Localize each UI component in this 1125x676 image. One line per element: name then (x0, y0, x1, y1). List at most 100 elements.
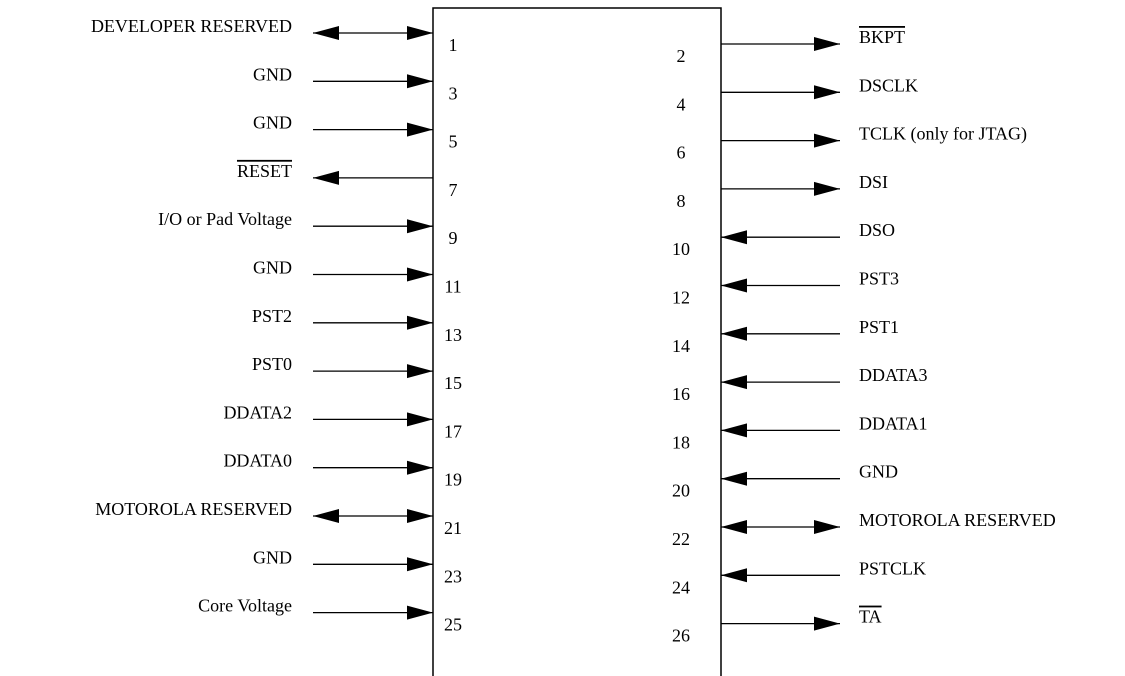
pin-number-11: 11 (444, 277, 461, 297)
pin-2: BKPT 2 (677, 27, 906, 66)
pin-7: RESET 7 (237, 161, 458, 200)
pin-24: PSTCLK 24 (672, 558, 926, 597)
pin-11: GND 11 (253, 258, 462, 297)
pin-number-24: 24 (672, 577, 690, 597)
signal-label-pst1: PST1 (859, 317, 899, 337)
pin-20: GND 20 (672, 462, 898, 501)
pin-13-arrow-in (407, 315, 433, 330)
signal-label-pstclk: PSTCLK (859, 558, 926, 578)
right-pin-column: BKPT 2 DSCLK 4 TCLK (only for JTAG) 6 DSI 8 DSO 1… (672, 27, 1056, 646)
pin-number-15: 15 (444, 373, 462, 393)
pin-number-9: 9 (449, 228, 458, 248)
pin-14-arrow-in (721, 326, 747, 341)
pin-9-arrow-in (407, 219, 433, 234)
pin-1-arrow-out (313, 26, 339, 40)
pin-number-8: 8 (677, 191, 686, 211)
pin-number-2: 2 (677, 46, 686, 66)
pin-21-arrow-in (407, 509, 433, 523)
signal-label-gnd: GND (253, 547, 292, 567)
connector-body (432, 7, 722, 676)
pin-number-4: 4 (677, 94, 686, 114)
pin-17-arrow-in (407, 412, 433, 427)
signal-label-i-o-or-pad-voltage: I/O or Pad Voltage (158, 209, 292, 229)
signal-label-motorola-reserved: MOTOROLA RESERVED (859, 510, 1056, 530)
signal-label-reset: RESET (237, 161, 292, 181)
signal-label-dso: DSO (859, 220, 895, 240)
pin-8: DSI 8 (677, 172, 889, 211)
pin-number-3: 3 (449, 83, 458, 103)
signal-label-motorola-reserved: MOTOROLA RESERVED (95, 499, 292, 519)
pin-15-arrow-in (407, 364, 433, 379)
pin-number-22: 22 (672, 529, 690, 549)
pin-8-arrow-out (814, 181, 840, 196)
pin-1-arrow-in (407, 26, 433, 40)
pin-18: DDATA1 18 (672, 413, 928, 452)
signal-label-pst3: PST3 (859, 269, 899, 289)
pin-23-arrow-in (407, 557, 433, 572)
pin-number-5: 5 (449, 132, 458, 152)
pin-number-18: 18 (672, 432, 690, 452)
pin-21: MOTOROLA RESERVED 21 (95, 499, 462, 538)
pin-number-7: 7 (449, 180, 458, 200)
signal-label-tclk-only-for-jtag: TCLK (only for JTAG) (859, 124, 1027, 145)
pin-4-arrow-out (814, 85, 840, 100)
pin-number-26: 26 (672, 626, 690, 646)
pin-number-14: 14 (672, 336, 690, 356)
signal-label-pst0: PST0 (252, 354, 292, 374)
pin-number-1: 1 (449, 35, 458, 55)
pin-number-21: 21 (444, 518, 462, 538)
pin-number-19: 19 (444, 470, 462, 490)
pin-23: GND 23 (253, 547, 462, 586)
pin-3: GND 3 (253, 64, 458, 103)
pin-9: I/O or Pad Voltage 9 (158, 209, 457, 248)
pin-1: DEVELOPER RESERVED 1 (91, 16, 458, 55)
left-pin-column: DEVELOPER RESERVED 1 GND 3 GND 5 RESET 7 I/O or … (91, 16, 462, 635)
pin-26-arrow-out (814, 616, 840, 631)
signal-label-gnd: GND (253, 258, 292, 278)
pin-20-arrow-in (721, 471, 747, 486)
pin-10: DSO 10 (672, 220, 895, 259)
pin-number-20: 20 (672, 481, 690, 501)
signal-label-bkpt: BKPT (859, 27, 905, 47)
signal-label-dsclk: DSCLK (859, 75, 918, 95)
pin-19-arrow-in (407, 460, 433, 475)
pin-number-25: 25 (444, 615, 462, 635)
pin-14: PST1 14 (672, 317, 899, 356)
pin-25-arrow-in (407, 605, 433, 620)
pin-18-arrow-in (721, 423, 747, 438)
pin-4: DSCLK 4 (677, 75, 919, 114)
signal-label-gnd: GND (859, 462, 898, 482)
pin-number-16: 16 (672, 384, 690, 404)
signal-label-ddata1: DDATA1 (859, 413, 928, 433)
pin-number-12: 12 (672, 288, 690, 308)
signal-label-dsi: DSI (859, 172, 888, 192)
pin-15: PST0 15 (252, 354, 462, 393)
signal-label-ddata0: DDATA0 (223, 451, 292, 471)
signal-label-core-voltage: Core Voltage (198, 596, 292, 616)
pin-number-13: 13 (444, 325, 462, 345)
pin-number-17: 17 (444, 421, 462, 441)
pin-22-arrow-out (814, 520, 840, 534)
pin-number-23: 23 (444, 566, 462, 586)
pin-19: DDATA0 19 (223, 451, 462, 490)
pin-22-arrow-in (721, 520, 747, 534)
pin-21-arrow-out (313, 509, 339, 523)
pin-26: TA 26 (672, 607, 882, 646)
pin-17: DDATA2 17 (223, 402, 462, 441)
pin-25: Core Voltage 25 (198, 596, 462, 635)
pin-5: GND 5 (253, 113, 458, 152)
pin-6-arrow-out (814, 133, 840, 148)
signal-label-gnd: GND (253, 113, 292, 133)
pin-10-arrow-in (721, 230, 747, 245)
pin-16: DDATA3 16 (672, 365, 928, 404)
pin-11-arrow-in (407, 267, 433, 282)
pin-12-arrow-in (721, 278, 747, 293)
pin-13: PST2 13 (252, 306, 462, 345)
pin-24-arrow-in (721, 568, 747, 583)
signal-label-ddata3: DDATA3 (859, 365, 928, 385)
pin-12: PST3 12 (672, 269, 899, 308)
pin-16-arrow-in (721, 375, 747, 390)
signal-label-ddata2: DDATA2 (223, 402, 292, 422)
pin-7-arrow-out (313, 170, 339, 185)
